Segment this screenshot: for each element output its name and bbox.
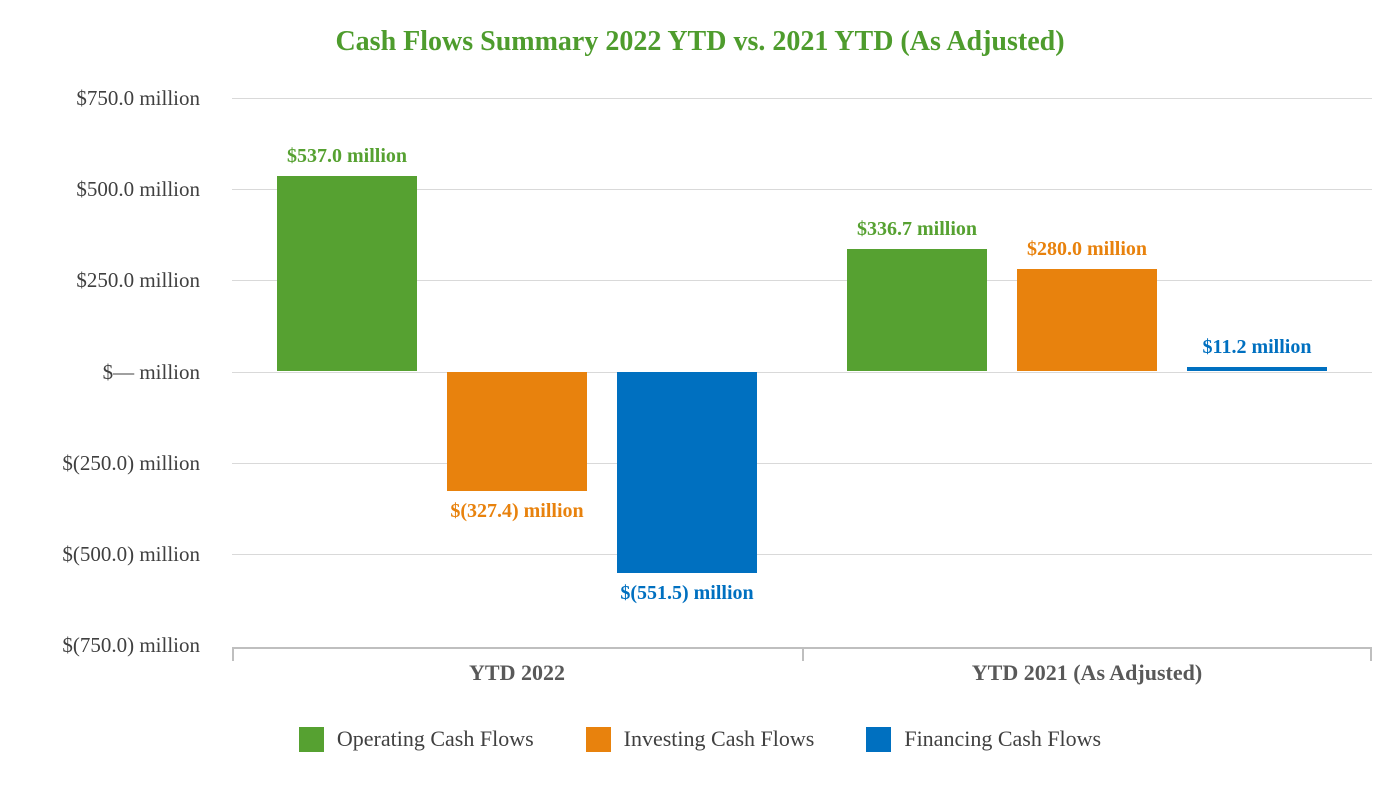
legend-label: Investing Cash Flows — [623, 726, 815, 751]
bar-value-label: $(327.4) million — [450, 499, 584, 522]
bar-operating-cash-flows-ytd-2021-as-adjusted — [847, 248, 987, 372]
category-label-ytd-2022: YTD 2022 — [469, 660, 565, 685]
bar-investing-cash-flows-ytd-2022 — [447, 371, 587, 491]
bar-value-label: $537.0 million — [286, 144, 407, 167]
y-tick-label: $(250.0) million — [62, 450, 200, 475]
x-axis-tick — [802, 649, 804, 661]
category-label-ytd-2021-as-adjusted: YTD 2021 (As Adjusted) — [971, 660, 1203, 685]
gridline — [232, 189, 1372, 191]
bar-financing-cash-flows-ytd-2022 — [617, 371, 757, 573]
legend-item-financing-cash-flows: Financing Cash Flows — [866, 726, 1101, 752]
chart-title: Cash Flows Summary 2022 YTD vs. 2021 YTD… — [335, 26, 1065, 57]
legend-label: Financing Cash Flows — [904, 726, 1102, 751]
bar-value-label: $280.0 million — [1026, 238, 1147, 261]
gridline — [232, 98, 1372, 99]
gridline — [232, 553, 1372, 555]
legend-item-investing-cash-flows: Investing Cash Flows — [585, 726, 815, 752]
y-tick-label: $— million — [102, 359, 200, 384]
bar-value-label: $(551.5) million — [620, 581, 754, 604]
x-axis-tick — [232, 649, 234, 661]
bar-investing-cash-flows-ytd-2021-as-adjusted — [1017, 269, 1157, 372]
bar-operating-cash-flows-ytd-2022 — [277, 175, 417, 372]
legend-item-operating-cash-flows: Operating Cash Flows — [298, 726, 534, 752]
legend: Operating Cash Flows Investing Cash Flows… — [0, 726, 1400, 752]
operating-cash-flows-swatch — [298, 726, 324, 752]
gridline — [232, 371, 1372, 373]
bar-financing-cash-flows-ytd-2021-as-adjusted — [1187, 367, 1327, 372]
y-tick-label: $(750.0) million — [62, 633, 200, 657]
gridline — [232, 280, 1372, 282]
y-tick-label: $750.0 million — [76, 86, 200, 110]
y-tick-label: $(500.0) million — [62, 541, 200, 566]
x-axis-line — [232, 647, 1372, 661]
investing-cash-flows-swatch — [585, 726, 611, 752]
x-axis-tick — [1370, 649, 1372, 661]
bar-value-label: $11.2 million — [1202, 336, 1312, 359]
y-tick-label: $500.0 million — [76, 177, 200, 202]
gridline — [232, 462, 1372, 464]
y-tick-label: $250.0 million — [76, 268, 200, 293]
financing-cash-flows-swatch — [866, 726, 892, 752]
legend-label: Operating Cash Flows — [336, 726, 534, 751]
bar-value-label: $336.7 million — [856, 217, 977, 240]
